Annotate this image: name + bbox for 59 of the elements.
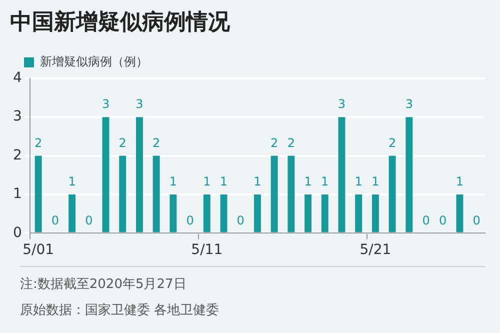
bar	[288, 156, 295, 232]
data-label: 2	[287, 136, 295, 150]
data-label: 1	[254, 174, 262, 189]
bar	[68, 194, 76, 232]
data-label: 0	[472, 213, 480, 228]
data-label: 0	[186, 213, 194, 228]
data-label: 1	[203, 174, 211, 189]
data-label: 0	[85, 213, 93, 228]
bar	[388, 156, 396, 232]
bar	[456, 194, 464, 232]
data-label: 1	[354, 174, 362, 189]
bar	[304, 194, 312, 232]
data-label: 0	[51, 213, 60, 228]
data-label: 2	[388, 136, 396, 150]
data-label: 3	[338, 97, 346, 112]
data-label: 1	[304, 174, 312, 189]
bar	[119, 156, 126, 232]
bar	[136, 117, 143, 232]
data-label: 1	[321, 174, 329, 189]
bar	[321, 194, 328, 232]
bar	[254, 194, 261, 232]
bar	[152, 156, 160, 232]
data-label: 0	[439, 213, 447, 228]
y-tick-label: 4	[12, 70, 22, 86]
x-tick-label: 5/11	[191, 242, 223, 258]
bar	[102, 117, 110, 232]
data-label: 1	[68, 174, 76, 189]
text: 原始数据：国家卫健委 各地卫健委	[20, 302, 220, 319]
x-tick-label: 5/21	[360, 242, 392, 258]
text: 注:数据截至2020年5月27日	[20, 276, 188, 293]
bar	[34, 156, 42, 232]
y-tick-label: 1	[12, 186, 22, 202]
bar	[355, 194, 362, 232]
bar	[270, 156, 278, 232]
bar	[170, 194, 177, 232]
data-label: 1	[169, 174, 177, 189]
data-label: 1	[456, 174, 464, 189]
data-label: 0	[236, 213, 244, 228]
bar	[372, 194, 379, 232]
data-label: 0	[422, 213, 430, 228]
data-label: 2	[270, 136, 278, 150]
bar	[406, 117, 413, 232]
data-label: 2	[152, 136, 160, 150]
data-label: 3	[405, 97, 413, 112]
data-label: 1	[372, 174, 380, 189]
y-tick-label: 3	[12, 108, 22, 125]
y-tick-label: 0	[12, 224, 22, 241]
chart-title: 中国新增疑似病例情况	[10, 8, 231, 35]
data-label: 3	[102, 97, 110, 112]
bar	[338, 117, 346, 232]
bar	[220, 194, 228, 232]
legend-label: 新增疑似病例（例）	[40, 54, 148, 69]
data-label: 3	[136, 97, 144, 112]
data-label: 1	[220, 174, 228, 189]
x-tick-label: 5/01	[22, 242, 54, 258]
bar	[203, 194, 210, 232]
data-label: 2	[118, 136, 126, 150]
y-tick-label: 2	[12, 147, 22, 164]
data-label: 2	[34, 136, 42, 150]
